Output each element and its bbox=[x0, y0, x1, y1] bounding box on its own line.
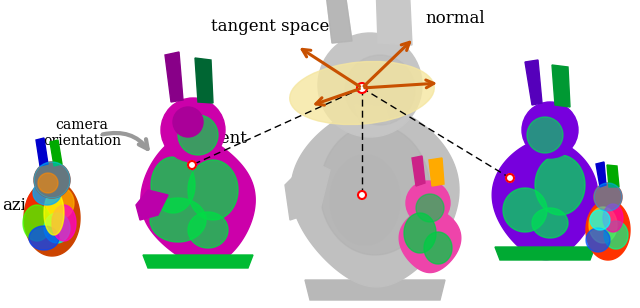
Polygon shape bbox=[404, 213, 436, 253]
Polygon shape bbox=[165, 52, 183, 102]
Polygon shape bbox=[188, 160, 238, 220]
Polygon shape bbox=[143, 255, 253, 268]
Circle shape bbox=[416, 194, 444, 222]
Polygon shape bbox=[305, 280, 445, 300]
Polygon shape bbox=[44, 191, 64, 235]
Polygon shape bbox=[589, 207, 617, 243]
Polygon shape bbox=[141, 134, 255, 266]
Polygon shape bbox=[492, 140, 598, 260]
Polygon shape bbox=[188, 212, 228, 248]
Polygon shape bbox=[195, 58, 213, 103]
Polygon shape bbox=[596, 162, 606, 187]
Circle shape bbox=[594, 183, 622, 211]
Circle shape bbox=[188, 161, 196, 169]
Circle shape bbox=[357, 83, 367, 93]
Text: camera
orientation: camera orientation bbox=[43, 118, 121, 148]
Polygon shape bbox=[33, 181, 61, 205]
Circle shape bbox=[594, 183, 622, 211]
Polygon shape bbox=[399, 209, 461, 273]
Polygon shape bbox=[291, 107, 459, 287]
Polygon shape bbox=[590, 210, 610, 230]
Polygon shape bbox=[136, 190, 168, 220]
Polygon shape bbox=[355, 105, 390, 123]
Polygon shape bbox=[604, 221, 628, 249]
Polygon shape bbox=[586, 200, 630, 260]
Polygon shape bbox=[24, 180, 80, 256]
Circle shape bbox=[178, 115, 218, 155]
Text: azimuth: azimuth bbox=[2, 197, 70, 214]
Polygon shape bbox=[424, 232, 452, 264]
Polygon shape bbox=[320, 125, 430, 255]
Polygon shape bbox=[29, 226, 59, 250]
Circle shape bbox=[161, 98, 225, 162]
Polygon shape bbox=[52, 205, 76, 241]
Polygon shape bbox=[586, 228, 610, 252]
Circle shape bbox=[358, 191, 366, 199]
Polygon shape bbox=[36, 138, 48, 166]
Circle shape bbox=[406, 181, 450, 225]
Polygon shape bbox=[50, 140, 62, 166]
Polygon shape bbox=[603, 204, 623, 232]
Polygon shape bbox=[26, 188, 58, 228]
Circle shape bbox=[173, 107, 203, 137]
Circle shape bbox=[34, 162, 70, 198]
Polygon shape bbox=[495, 247, 595, 260]
Polygon shape bbox=[412, 156, 425, 186]
Polygon shape bbox=[23, 205, 51, 241]
Circle shape bbox=[522, 102, 578, 158]
Polygon shape bbox=[151, 157, 195, 213]
Polygon shape bbox=[285, 160, 330, 220]
Polygon shape bbox=[429, 158, 444, 186]
Text: tangent space: tangent space bbox=[211, 18, 329, 35]
Polygon shape bbox=[375, 0, 412, 45]
Polygon shape bbox=[322, 0, 352, 43]
Polygon shape bbox=[322, 0, 352, 43]
Polygon shape bbox=[46, 187, 74, 219]
Ellipse shape bbox=[290, 62, 435, 124]
Polygon shape bbox=[607, 165, 619, 187]
Polygon shape bbox=[330, 155, 400, 245]
Polygon shape bbox=[532, 208, 568, 238]
Circle shape bbox=[318, 33, 422, 137]
Circle shape bbox=[527, 117, 563, 153]
Circle shape bbox=[38, 173, 58, 193]
Circle shape bbox=[345, 55, 415, 125]
Polygon shape bbox=[44, 213, 70, 243]
Polygon shape bbox=[503, 188, 547, 232]
Circle shape bbox=[34, 162, 70, 198]
Polygon shape bbox=[150, 198, 206, 242]
Text: tangent: tangent bbox=[183, 130, 248, 147]
Circle shape bbox=[506, 174, 514, 182]
Polygon shape bbox=[552, 65, 570, 107]
Text: normal: normal bbox=[425, 10, 484, 27]
Polygon shape bbox=[535, 155, 585, 215]
Polygon shape bbox=[525, 60, 542, 105]
